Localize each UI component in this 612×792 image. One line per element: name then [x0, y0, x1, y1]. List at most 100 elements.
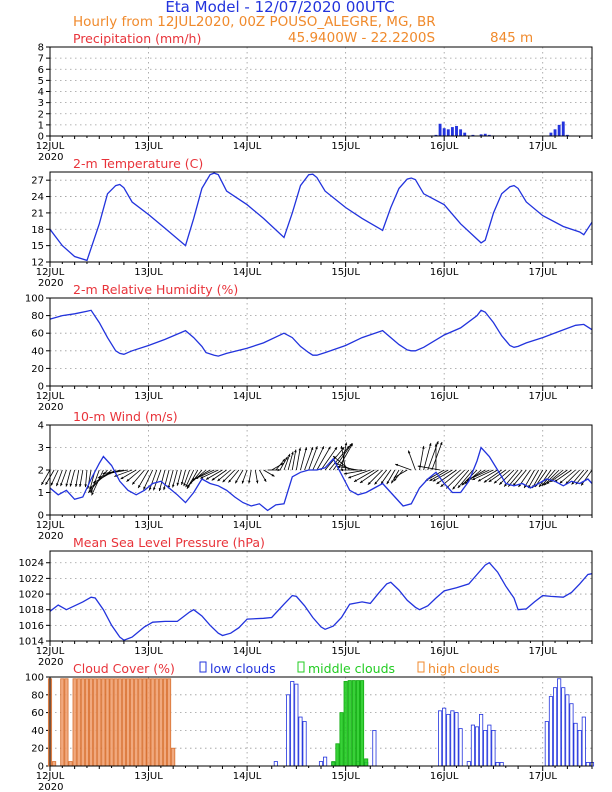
- cloud-bar: [72, 678, 77, 767]
- cloud-bar: [360, 680, 365, 767]
- y-tick-label: 2: [38, 466, 44, 477]
- cloud-bar: [585, 762, 590, 767]
- wind-arrowhead: [282, 458, 286, 462]
- wind-arrowhead: [483, 479, 487, 483]
- cloud-bar: [454, 712, 459, 767]
- cloud-bar: [569, 703, 574, 767]
- x-year-label: 2020: [38, 152, 63, 163]
- y-tick-label: 15: [31, 241, 44, 252]
- wind-arrowhead: [543, 482, 547, 486]
- cloud-bar: [544, 721, 549, 767]
- y-tick-label: 1022: [19, 574, 44, 585]
- cloud-bar: [347, 680, 352, 767]
- cloud-bar: [134, 678, 139, 767]
- x-tick-label: 16JUL: [430, 520, 459, 531]
- wind-vector: [75, 469, 80, 488]
- precip-bar: [487, 134, 491, 136]
- wind-vector: [191, 469, 211, 481]
- wind-vector: [538, 469, 552, 488]
- y-tick-label: 6: [38, 65, 44, 76]
- cloud-bar: [364, 758, 369, 767]
- cloud-bar: [76, 678, 81, 767]
- x-tick-label: 17JUL: [528, 520, 557, 531]
- wind-vector: [217, 469, 231, 482]
- wind-arrowhead: [504, 483, 507, 487]
- wind-vector: [107, 469, 129, 475]
- cloud-bar: [52, 761, 57, 767]
- y-tick-label: 20: [31, 744, 44, 755]
- wind-arrowhead: [211, 477, 215, 481]
- wind-vector: [575, 469, 589, 485]
- wind-arrowhead: [571, 481, 575, 485]
- x-year-label: 2020: [38, 782, 63, 792]
- wind-arrowhead: [395, 463, 399, 467]
- plot-frame: [49, 424, 593, 516]
- wind-arrowhead: [452, 486, 456, 490]
- wind-vector: [353, 469, 375, 483]
- wind-arrowhead: [149, 487, 152, 491]
- cloud-bar: [93, 678, 98, 767]
- wind-arrowhead: [172, 484, 175, 488]
- wind-arrowhead: [185, 484, 189, 488]
- cloud-bar: [479, 713, 484, 767]
- wind-arrowhead: [440, 484, 444, 487]
- wind-vector: [126, 469, 141, 482]
- y-tick-label: 60: [31, 708, 44, 719]
- y-tick-label: 2: [38, 109, 44, 120]
- wind-arrowhead: [457, 485, 461, 489]
- wind-arrowhead: [163, 487, 166, 491]
- cloud-bar: [302, 721, 307, 767]
- y-tick-label: 0: [38, 132, 44, 143]
- cloud-bar: [150, 678, 155, 767]
- y-tick-label: 5: [38, 76, 44, 87]
- cloud-bar: [290, 681, 295, 767]
- cloud-bar: [561, 687, 566, 767]
- cloud-bar: [97, 678, 102, 767]
- wind-vector: [205, 469, 223, 480]
- x-tick-label: 15JUL: [331, 646, 360, 657]
- y-tick-label: 24: [31, 192, 44, 203]
- wind-arrowhead: [354, 479, 358, 482]
- wind-vector: [527, 469, 539, 489]
- wind-arrowhead: [321, 446, 324, 450]
- panel-title: 2-m Relative Humidity (%): [73, 282, 238, 297]
- cloud-bar: [298, 716, 303, 767]
- x-tick-label: 14JUL: [233, 771, 262, 782]
- wind-vector: [457, 469, 474, 489]
- wind-arrowhead: [93, 480, 96, 484]
- wind-vector: [295, 447, 301, 471]
- y-tick-label: 3: [38, 98, 44, 109]
- header-elevation: 845 m: [490, 30, 533, 46]
- series-line: [49, 446, 593, 512]
- cloud-bar: [80, 678, 85, 767]
- y-tick-label: 80: [31, 311, 44, 322]
- header-title: Eta Model - 12/07/2020 00UTC: [165, 0, 394, 16]
- wind-arrowhead: [195, 476, 199, 479]
- wind-arrowhead: [69, 483, 73, 487]
- wind-arrowhead: [499, 481, 503, 485]
- y-tick-label: 1: [38, 488, 44, 499]
- wind-vector: [131, 469, 145, 485]
- x-tick-label: 13JUL: [134, 771, 163, 782]
- cloud-bar: [483, 730, 488, 767]
- wind-arrowhead: [143, 486, 146, 490]
- x-tick-label: 16JUL: [430, 267, 459, 278]
- wind-vector: [546, 469, 564, 485]
- cloud-bar: [113, 678, 118, 767]
- y-tick-label: 1020: [19, 590, 44, 601]
- wind-vector: [148, 469, 158, 491]
- cloud-bar: [548, 696, 553, 767]
- panel-humidity: 0 20 40 60 80 100 12JUL 13JUL 14JUL 15JUL 16JUL 17J…: [25, 282, 593, 413]
- wind-arrowhead: [294, 449, 297, 453]
- wind-vector: [195, 469, 215, 480]
- legend-label: low clouds: [210, 661, 276, 676]
- wind-vector: [228, 469, 240, 483]
- wind-vector: [79, 469, 84, 488]
- wind-arrowhead: [90, 489, 94, 493]
- wind-arrowhead: [120, 476, 124, 480]
- wind-arrowhead: [65, 483, 69, 487]
- wind-arrowhead: [89, 485, 93, 489]
- cloud-bar: [158, 678, 163, 767]
- cloud-bar: [273, 761, 278, 767]
